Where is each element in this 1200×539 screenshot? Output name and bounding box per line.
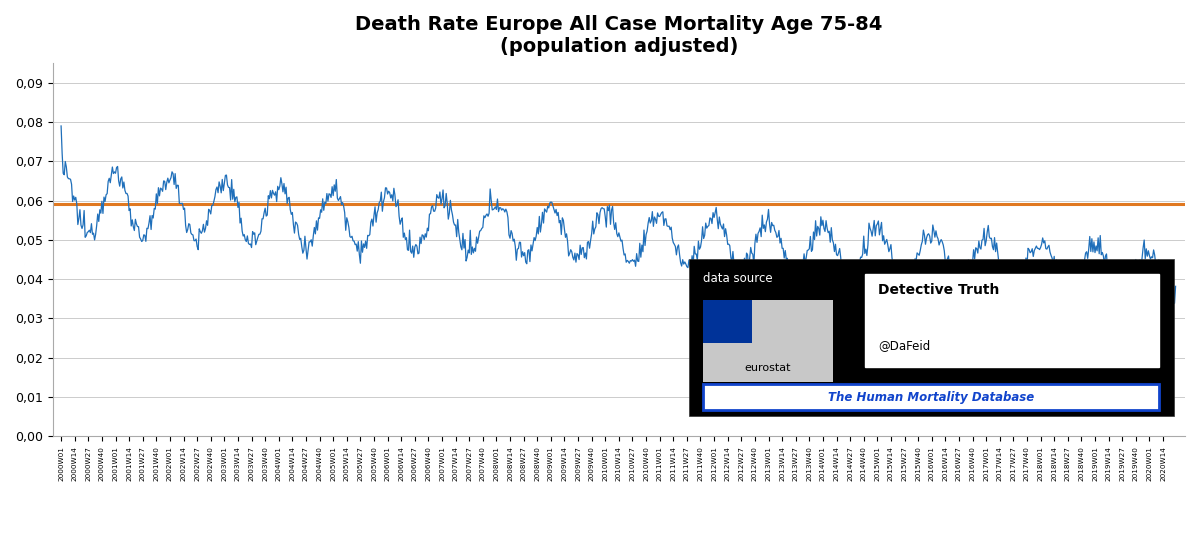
Text: Detective Truth: Detective Truth: [878, 284, 1000, 298]
FancyBboxPatch shape: [703, 384, 1159, 410]
Text: data source: data source: [703, 272, 773, 285]
Text: @DaFeid: @DaFeid: [878, 340, 930, 353]
Title: Death Rate Europe All Case Mortality Age 75-84
(population adjusted): Death Rate Europe All Case Mortality Age…: [355, 15, 882, 56]
FancyBboxPatch shape: [864, 274, 1159, 367]
Text: eurostat: eurostat: [744, 363, 791, 373]
Text: The Human Mortality Database: The Human Mortality Database: [828, 391, 1034, 404]
FancyBboxPatch shape: [703, 300, 833, 382]
FancyBboxPatch shape: [703, 300, 752, 343]
FancyBboxPatch shape: [689, 259, 1174, 416]
